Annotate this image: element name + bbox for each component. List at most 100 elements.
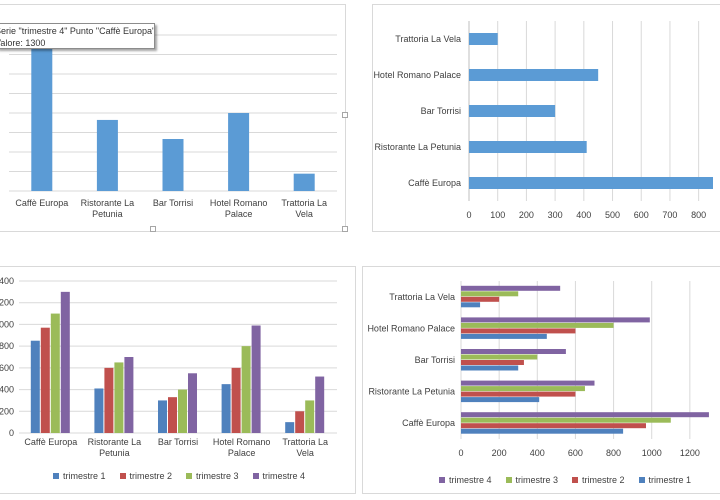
category-label: Bar Torrisi [421,106,461,116]
legend-item: trimestre 1 [53,471,106,481]
resize-handle-bottom-right[interactable] [342,226,348,232]
category-label: Caffè Europa [24,437,77,447]
bar [469,177,713,189]
chart-panel-top-right[interactable]: 0 100 200 300 400 500 600 700 800 Caffè Europa Ris… [372,4,720,232]
bar [50,313,60,433]
bar [461,328,576,334]
bar [461,317,650,323]
bar [305,400,315,433]
y-tick-label: 600 [0,363,14,373]
bar [461,333,547,339]
x-tick-label: 100 [490,210,505,220]
bar [30,340,40,433]
bar [461,349,566,354]
chart-bottom-right-svg: 020040060080010001200140Caffè EuropaRist… [367,281,709,458]
bar [104,367,114,433]
bar [461,322,614,328]
bar [469,69,599,81]
category-label: Bar Torrisi [158,437,198,447]
bar [315,376,325,433]
category-label: Ristorante La Petunia [374,142,461,152]
x-tick-label: 0 [466,210,471,220]
legend-label: trimestre 4 [262,471,306,481]
category-label: Trattoria La Vela [282,437,328,458]
resize-handle-bottom-center[interactable] [150,226,156,232]
bar [94,388,104,433]
bar [295,411,305,433]
bar [293,173,315,191]
x-tick-label: 400 [576,210,591,220]
bar [285,422,295,433]
bar [60,291,70,433]
bar [461,380,595,386]
category-label: Ristorante La Petunia [368,387,455,397]
category-label: Caffè Europa [408,178,461,188]
bar [162,139,184,191]
bar [461,354,538,360]
chart-panel-top-left[interactable]: Caffè Europa Ristorante La Petunia Bar Torr… [0,4,346,232]
category-label: Caffè Europa [15,198,68,208]
bar [461,397,540,403]
legend-swatch [439,477,445,483]
y-tick-label: 0 [9,428,14,438]
bar [251,325,261,433]
bar [461,386,585,392]
chart-top-left-svg: Caffè Europa Ristorante La Petunia Bar Torr… [9,34,337,219]
bar [461,412,709,418]
bar [228,113,250,191]
y-tick-label: 1200 [0,298,14,308]
bar [188,373,197,433]
legend-label: trimestre 3 [196,471,239,481]
legend-label: trimestre 2 [129,471,173,481]
bar [461,291,519,297]
tooltip-line-series: Serie "trimestre 4" Punto "Caffè Europa" [0,26,155,36]
bar [124,357,134,433]
legend-item: trimestre 4 [252,471,306,481]
y-tick-label: 400 [0,385,14,395]
category-label: Trattoria La Vela [389,292,455,302]
chart-panel-bottom-left[interactable]: 0 200 400 600 800 1000 1200 1400 Caffè Europa Ris… [0,266,356,494]
legend-swatch [252,473,259,479]
chart-top-right-svg: 0 100 200 300 400 500 600 700 800 Caffè Europa Ris… [373,21,713,220]
category-label: Trattoria La Vela [395,34,461,44]
legend-label: trimestre 2 [582,475,625,485]
bar [231,367,241,433]
y-tick-label: 800 [0,341,14,351]
bar [461,360,524,365]
resize-handle-top-left[interactable] [342,112,348,118]
bar [31,43,53,191]
chart-bottom-left-svg: 0 200 400 600 800 1000 1200 1400 Caffè Europa Ris… [0,276,337,458]
category-label: Bar Torrisi [153,198,193,208]
chart-panel-bottom-right[interactable]: 020040060080010001200140Caffè EuropaRist… [362,266,720,494]
legend-item: trimestre 4 [439,475,492,485]
legend-swatch [186,473,193,479]
tooltip-line-value: Valore: 1300 [0,38,46,48]
legend-label: trimestre 3 [515,475,559,485]
x-tick-label: 800 [606,448,621,458]
y-tick-label: 1000 [0,319,14,329]
category-label: Hotel Romano Palace [373,70,461,80]
x-tick-label: 400 [530,448,545,458]
x-tick-label: 1200 [680,448,700,458]
x-tick-label: 600 [634,210,649,220]
bar [96,119,118,191]
bar [461,417,671,423]
x-tick-label: 1000 [642,448,662,458]
legend-swatch [505,477,512,483]
x-tick-label: 800 [691,210,706,220]
legend-swatch [638,477,645,483]
legend-item: trimestre 1 [638,475,691,485]
legend-item: trimestre 3 [505,475,559,485]
x-tick-label: 200 [492,448,507,458]
chart-tooltip: Serie "trimestre 4" Punto "Caffè Europa"… [0,23,155,49]
legend-swatch [572,477,579,483]
x-tick-label: 700 [662,210,677,220]
bar [469,33,498,45]
bar [461,285,561,291]
legend-item: trimestre 3 [186,471,239,481]
category-label: Ristorante La Petunia [81,198,135,219]
legend-item: trimestre 2 [572,475,625,485]
legend-bottom-right: trimestre 4 trimestre 3 trimestre 2 trimest… [439,475,691,485]
category-label: Hotel Romano Palace [367,323,455,333]
category-label: Ristorante La Petunia [88,437,142,458]
